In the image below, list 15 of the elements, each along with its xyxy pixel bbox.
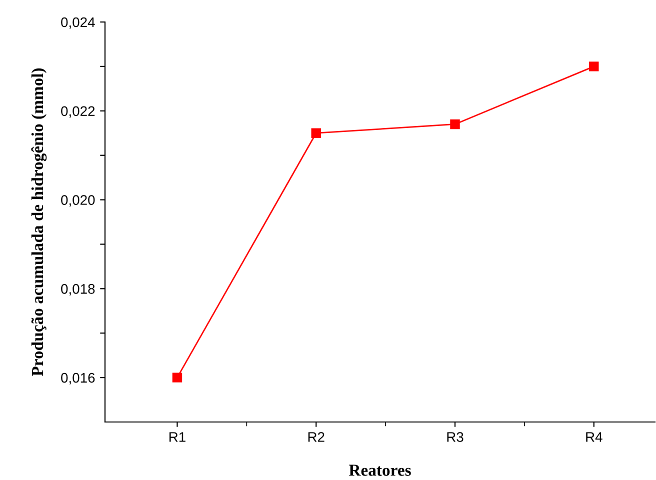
y-axis-title: Produção acumulada de hidrogênio (mmol) [31,68,47,376]
x-tick-label: R1 [169,432,186,442]
x-axis-title: Reatores [348,464,411,476]
x-tick-label: R3 [447,432,464,442]
y-tick-label: 0,016 [61,372,95,384]
point [450,119,460,130]
point [311,128,321,138]
y-tick-label: 0,020 [61,195,95,207]
x-tick-label: R2 [308,432,324,442]
point [589,62,599,72]
point [172,372,182,382]
y-tick-label: 0,024 [61,17,95,29]
x-tick-label: R4 [586,432,602,442]
y-tick-label: 0,018 [61,284,95,296]
y-tick-label: 0,022 [61,106,95,118]
